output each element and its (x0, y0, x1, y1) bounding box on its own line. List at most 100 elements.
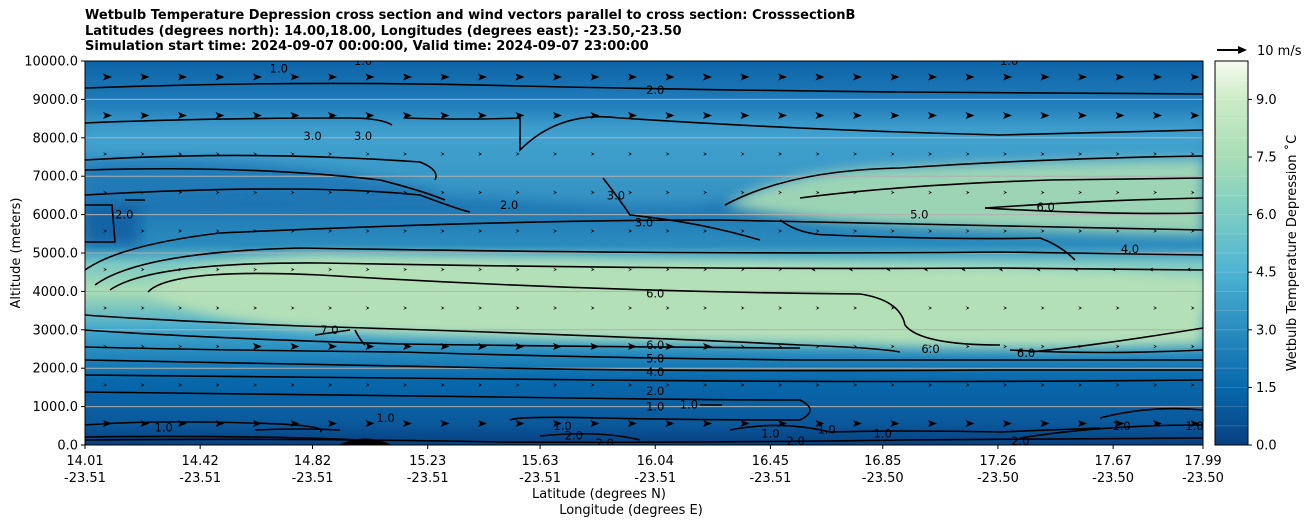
x-tick-label-lon: -23.51 (519, 471, 561, 486)
moist-band-feature (85, 158, 440, 207)
contour-label: 1.0 (1112, 419, 1130, 433)
wind-vector (628, 190, 632, 195)
contour-label: 3.0 (635, 215, 653, 229)
wind-vector (515, 229, 520, 233)
wind-vector (403, 383, 407, 387)
wind-vector (215, 306, 220, 310)
y-axis-label: Altitude (meters) (9, 198, 24, 309)
wind-vector (665, 267, 670, 272)
wind-vector (178, 344, 182, 349)
wind-vector (253, 152, 257, 156)
wind-vector (553, 343, 562, 350)
wind-vector (215, 420, 225, 427)
wind-vector (890, 420, 900, 427)
wind-vector (478, 343, 487, 350)
wind-vector (961, 267, 966, 272)
wind-vector (103, 420, 112, 427)
wind-vector (253, 112, 262, 119)
title-line-3: Simulation start time: 2024-09-07 00:00:… (85, 39, 649, 54)
wind-vector (553, 306, 557, 310)
wind-vector (1153, 383, 1157, 387)
wind-vector (965, 383, 970, 387)
wind-vector (703, 383, 707, 387)
wind-vector (440, 190, 445, 195)
wind-vector (440, 420, 450, 427)
wind-vector (1078, 112, 1087, 119)
y-tick-label: 10000.0 (24, 55, 78, 70)
wind-vector (1115, 344, 1120, 349)
wind-vector (215, 112, 225, 119)
wind-vector (665, 112, 675, 119)
wind-vector (1153, 152, 1157, 156)
y-tick-label: 5000.0 (33, 247, 79, 262)
wind-vector (740, 383, 745, 387)
contour-label: 2.0 (1011, 434, 1029, 448)
contour-label: 6.0 (1037, 200, 1055, 214)
wind-vector (553, 267, 557, 272)
x-tick-label-lon: -23.50 (977, 471, 1019, 486)
wind-vector (103, 229, 107, 233)
colorbar-tick-label: 6.0 (1256, 208, 1277, 223)
contour-line (85, 437, 1203, 444)
wind-vector (1115, 152, 1120, 156)
wind-vector (965, 73, 975, 81)
wind-vector (290, 343, 300, 350)
contour-label: 1.0 (817, 423, 835, 437)
wind-vector (965, 190, 970, 195)
wind-vector (140, 306, 145, 310)
wind-vector (965, 344, 970, 349)
wind-vector (1003, 229, 1007, 233)
wind-vector (665, 383, 670, 387)
contour-line (799, 177, 1203, 199)
colorbar-label: Wetbulb Temperature Depression ˚C (1284, 135, 1300, 372)
wind-vector (815, 306, 820, 310)
contour-line (85, 435, 361, 441)
wind-vector (928, 306, 932, 310)
wind-vector (328, 343, 337, 350)
wind-vector (1003, 73, 1012, 81)
wind-vector (703, 112, 712, 119)
contour-line (85, 329, 801, 349)
contour-label: 2.0 (646, 83, 664, 97)
x-tick-label-lat: 17.26 (979, 454, 1016, 469)
wind-vector (849, 267, 853, 272)
wind-vector (1115, 229, 1120, 233)
wind-vector (1078, 306, 1082, 310)
wind-vector (440, 306, 445, 310)
wind-vector (178, 383, 182, 387)
wind-vector (628, 343, 637, 350)
contour-line (314, 329, 351, 336)
wind-vector (590, 73, 600, 81)
wind-vector (928, 152, 932, 156)
wind-vector (778, 306, 782, 310)
colorbar-tick-label: 4.5 (1256, 266, 1277, 281)
contour-label: 2.0 (565, 428, 583, 442)
contour-line (94, 247, 1203, 286)
wind-vector (1190, 190, 1195, 195)
wind-vector (740, 73, 750, 81)
contour-labels: 2.03.0 3.02.02.03.03.05.06.04.06.07.06.05… (115, 61, 1203, 448)
y-tick-label: 1000.0 (33, 400, 79, 415)
wind-vector (478, 112, 487, 119)
field-features (85, 120, 1203, 349)
wind-vector (1190, 420, 1200, 427)
wind-vector (1153, 190, 1157, 195)
wind-vector (590, 190, 595, 195)
wind-vector (215, 344, 220, 349)
x-tick-label-lat: 17.99 (1184, 454, 1221, 469)
wind-vector (740, 344, 745, 349)
wind-vector (1190, 306, 1195, 310)
wind-vector (1115, 190, 1120, 195)
wind-vector (778, 383, 782, 387)
wind-vector (103, 344, 107, 349)
wind-vector (890, 190, 895, 195)
wind-vector (778, 344, 782, 349)
x-tick-label-lon: -23.51 (749, 471, 791, 486)
wind-vector (478, 383, 482, 387)
wind-vector (703, 190, 707, 195)
wind-vector (328, 73, 337, 81)
contour-line (254, 428, 341, 431)
contour-line (85, 82, 1203, 95)
wind-vector (703, 229, 707, 233)
wind-vector (440, 343, 450, 350)
